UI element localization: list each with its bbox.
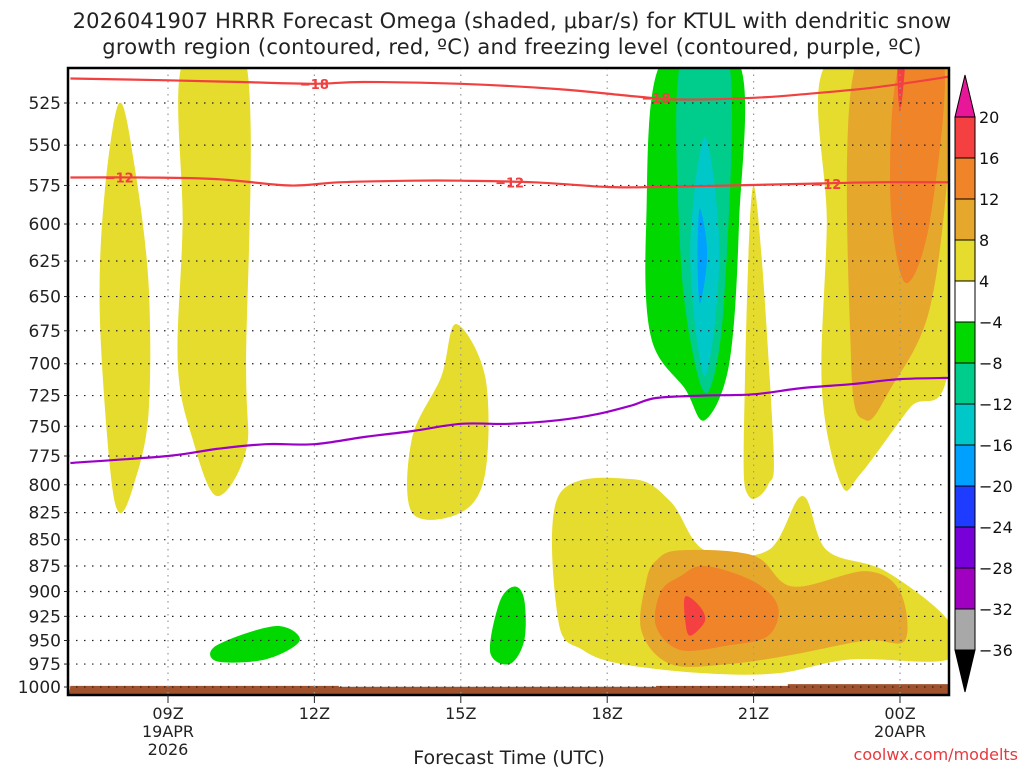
credit-link[interactable]: coolwx.com/modelts xyxy=(854,745,1018,764)
colorbar-label: 20 xyxy=(979,108,999,127)
colorbar-bin xyxy=(954,116,976,159)
colorbar-label: −32 xyxy=(979,600,1013,619)
colorbar-bin xyxy=(954,485,976,528)
colorbar-bin xyxy=(954,362,976,405)
colorbar-bin xyxy=(954,198,976,241)
x-tick-label: 09Z xyxy=(152,704,183,723)
omega-region xyxy=(743,185,774,499)
omega-region xyxy=(890,68,945,284)
colorbar: 20 16 12 8 4 −4 −8 −12 −16 −20 −24 −28 −32 −36 xyxy=(954,74,1013,693)
y-tick-label: 575 xyxy=(29,176,61,196)
y-tick-label: 1000 xyxy=(18,678,61,698)
omega-shading-layer xyxy=(99,68,949,675)
y-tick-label: 775 xyxy=(29,447,61,467)
y-tick-label: 800 xyxy=(29,476,61,496)
title-line-1: 2026041907 HRRR Forecast Omega (shaded, … xyxy=(72,9,952,33)
omega-region xyxy=(683,596,706,636)
colorbar-label: −8 xyxy=(979,354,1003,373)
colorbar-label: −36 xyxy=(979,641,1013,660)
colorbar-bin xyxy=(954,239,976,282)
grid-layer xyxy=(68,68,949,695)
colorbar-label: −4 xyxy=(979,313,1003,332)
y-tick-label: 925 xyxy=(29,607,61,627)
colorbar-bin xyxy=(954,403,976,446)
omega-region xyxy=(407,324,489,520)
omega-region xyxy=(489,586,526,665)
y-tick-label: 700 xyxy=(29,355,61,375)
colorbar-label: −24 xyxy=(979,518,1013,537)
y-tick-label: 850 xyxy=(29,531,61,551)
colorbar-bin xyxy=(954,321,976,364)
colorbar-max-arrow xyxy=(954,74,976,118)
x-tick-label: 00Z xyxy=(884,704,915,723)
dendritic-contour-label: −12 xyxy=(812,178,841,193)
y-tick-label: 950 xyxy=(29,632,61,652)
dendritic-contour-line xyxy=(70,176,949,189)
y-tick-label: 750 xyxy=(29,417,61,437)
dendritic-contour-line xyxy=(70,75,949,101)
colorbar-bin xyxy=(954,444,976,487)
freezing-level-line xyxy=(70,376,949,465)
omega-region xyxy=(99,102,151,514)
colorbar-label: 12 xyxy=(979,190,999,209)
x-tick-label: 19APR xyxy=(142,722,194,741)
y-tick-label: 650 xyxy=(29,288,61,308)
terrain-layer xyxy=(68,683,949,695)
terrain-fill xyxy=(68,683,949,695)
omega-region xyxy=(177,68,251,497)
colorbar-label: 4 xyxy=(979,272,989,291)
x-tick-label: 15Z xyxy=(445,704,476,723)
y-tick-label: 725 xyxy=(29,387,61,407)
colorbar-bin xyxy=(954,608,976,651)
colorbar-label: −12 xyxy=(979,395,1013,414)
title-line-2: growth region (contoured, red, ºC) and f… xyxy=(102,35,922,59)
colorbar-label: −28 xyxy=(979,559,1013,578)
colorbar-label: 16 xyxy=(979,149,999,168)
colorbar-min-arrow xyxy=(954,649,976,693)
x-tick-label: 12Z xyxy=(299,704,330,723)
y-tick-label: 975 xyxy=(29,655,61,675)
x-tick-label: 20APR xyxy=(874,722,926,741)
y-tick-label: 875 xyxy=(29,557,61,577)
colorbar-label: −16 xyxy=(979,436,1013,455)
plot-frame xyxy=(66,66,951,697)
y-tick-label: 625 xyxy=(29,252,61,272)
x-axis-title: Forecast Time (UTC) xyxy=(413,747,604,768)
omega-region xyxy=(897,68,905,112)
y-axis: 525 550 575 600 625 650 675 700 725 750 775 800 825 8… xyxy=(18,94,68,698)
y-tick-label: 675 xyxy=(29,322,61,342)
colorbar-bin xyxy=(954,526,976,569)
contour-layer: −18 −18 −12 −12 −12 xyxy=(70,75,949,465)
dendritic-contour-label: −12 xyxy=(495,176,524,191)
chart-title: 2026041907 HRRR Forecast Omega (shaded, … xyxy=(0,8,1024,60)
y-tick-label: 525 xyxy=(29,94,61,114)
dendritic-contour-label: −12 xyxy=(105,172,134,187)
x-tick-label: 18Z xyxy=(592,704,623,723)
y-tick-label: 600 xyxy=(29,215,61,235)
dendritic-contour-label: −18 xyxy=(300,78,329,93)
colorbar-bin xyxy=(954,280,976,323)
y-tick-label: 550 xyxy=(29,136,61,156)
y-tick-label: 900 xyxy=(29,583,61,603)
omega-region xyxy=(210,626,300,663)
omega-region xyxy=(654,565,779,651)
colorbar-bin xyxy=(954,567,976,610)
dendritic-contour-label: −18 xyxy=(642,92,671,107)
colorbar-bin xyxy=(954,157,976,200)
colorbar-label: −20 xyxy=(979,477,1013,496)
x-tick-label: 2026 xyxy=(148,740,189,759)
x-tick-label: 21Z xyxy=(738,704,769,723)
omega-region xyxy=(697,208,708,304)
y-tick-label: 825 xyxy=(29,504,61,524)
colorbar-label: 8 xyxy=(979,231,989,250)
